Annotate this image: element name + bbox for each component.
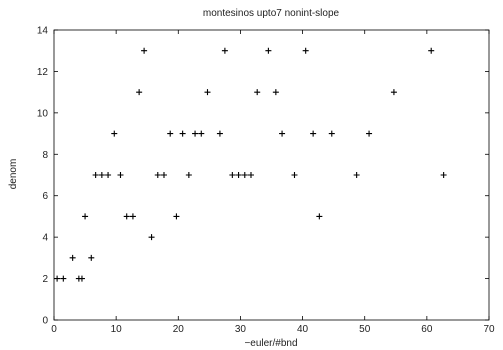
data-point-marker	[216, 130, 223, 137]
data-point-marker	[241, 172, 248, 178]
data-point-marker	[160, 172, 167, 178]
data-point-marker	[279, 130, 286, 137]
x-axis-label: −euler/#bnd	[244, 338, 297, 349]
data-point-marker	[291, 172, 298, 178]
data-point-marker	[221, 47, 228, 54]
y-tick-label: 12	[37, 67, 49, 78]
data-point-marker	[440, 172, 447, 178]
data-point-marker	[129, 213, 136, 220]
y-tick-label: 6	[42, 191, 48, 202]
data-point-marker	[265, 47, 272, 54]
data-point-marker	[148, 234, 155, 241]
x-tick-label: 40	[297, 324, 309, 335]
x-tick-label: 50	[359, 324, 371, 335]
data-point-marker	[123, 213, 130, 220]
data-point-marker	[235, 172, 242, 178]
data-point-marker	[316, 213, 323, 220]
data-point-marker	[92, 172, 99, 178]
y-tick-label: 0	[42, 316, 48, 327]
data-point-marker	[136, 89, 143, 96]
x-tick-label: 0	[51, 324, 57, 335]
data-point-marker	[154, 172, 161, 178]
data-point-marker	[366, 130, 373, 137]
data-point-marker	[111, 130, 118, 137]
x-tick-label: 10	[111, 324, 123, 335]
data-point-marker	[254, 89, 261, 96]
y-tick-label: 2	[42, 274, 48, 285]
data-point-marker	[302, 47, 309, 54]
data-point-marker	[204, 89, 211, 96]
data-point-marker	[179, 130, 186, 137]
data-point-marker	[353, 172, 360, 178]
data-point-marker	[117, 172, 124, 178]
data-point-marker	[192, 130, 199, 137]
data-point-marker	[390, 89, 397, 96]
data-point-marker	[54, 275, 61, 282]
y-tick-label: 8	[42, 150, 48, 161]
data-point-marker	[272, 89, 279, 96]
data-point-marker	[173, 213, 180, 220]
plot-area: 0 10 20 30 40 50 60 70 0 2 4 6 8 10 12 14	[37, 26, 495, 336]
data-point-marker	[198, 130, 205, 137]
data-point-marker	[105, 172, 112, 178]
data-point-marker	[247, 172, 254, 178]
data-point-marker	[69, 254, 76, 261]
chart-title: montesinos upto7 nonint-slope	[203, 8, 340, 19]
data-point-marker	[78, 275, 85, 282]
data-point-marker	[167, 130, 174, 137]
plot-frame	[53, 29, 490, 321]
x-tick-label: 30	[235, 324, 247, 335]
data-point-marker	[428, 47, 435, 54]
data-point-marker	[82, 213, 89, 220]
data-point-marker	[141, 47, 148, 54]
data-point-marker	[229, 172, 236, 178]
data-point-marker	[60, 275, 67, 282]
x-tick-label: 20	[173, 324, 185, 335]
x-tick-label: 70	[483, 324, 495, 335]
y-tick-label: 10	[37, 108, 49, 119]
data-point-marker	[98, 172, 105, 178]
y-axis-label: denom	[8, 159, 19, 190]
y-tick-label: 4	[42, 233, 48, 244]
data-point-marker	[310, 130, 317, 137]
y-tick-label: 14	[37, 26, 49, 37]
data-point-marker	[185, 172, 192, 178]
x-tick-label: 60	[421, 324, 433, 335]
data-point-marker	[328, 130, 335, 137]
data-point-marker	[88, 254, 95, 261]
